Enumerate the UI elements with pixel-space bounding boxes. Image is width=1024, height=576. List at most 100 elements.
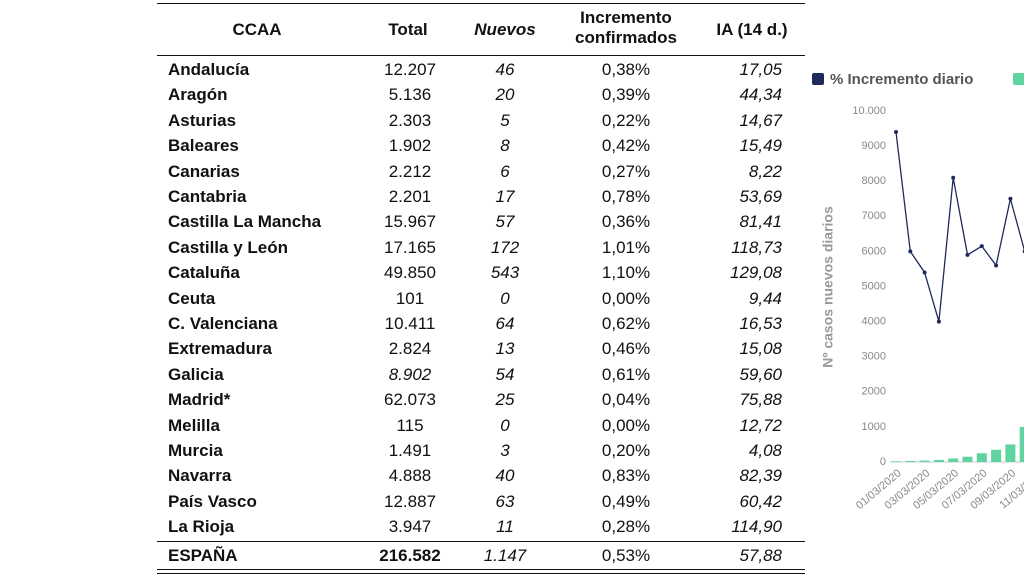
cell: 0,42% [601,136,651,156]
cell: 15,49 [739,136,782,156]
cell: 0,39% [601,85,651,105]
y-tick-label: 10.000 [852,105,886,117]
row-label: Asturias [168,110,237,130]
point [894,130,898,135]
row-label: Canarias [168,161,240,181]
cell: 1.491 [388,441,432,460]
rule [157,569,805,570]
cell: 8 [500,136,510,156]
cell: 3.947 [388,517,432,537]
column-header: IA (14 d.) [716,20,788,39]
cell: 4.888 [388,466,432,486]
cell: 2.212 [388,161,432,181]
cell: 3 [500,441,510,460]
cell: 0 [500,288,510,308]
cell: 16,53 [739,314,782,333]
cell: 12.207 [384,60,436,79]
cell: 17.165 [384,237,436,257]
cell: 46 [495,60,515,79]
cell: 2.824 [388,339,432,359]
cell: 101 [395,288,425,308]
cell: 5 [500,110,510,130]
point [994,263,999,268]
cell: 40 [495,466,515,486]
table: CCAA Total Nuevos Incremento confirmados IA … [157,3,805,574]
y-tick-label: 4000 [862,316,886,328]
cell: 15.967 [384,212,436,232]
y-axis-label: Nº casos nuevos diarios [820,206,836,368]
row-label: País Vasco [168,491,257,511]
cell: 14,67 [739,110,782,130]
row-label: Extremadura [168,339,272,359]
row-label: Navarra [168,466,232,486]
bar [1019,426,1024,462]
bar [991,449,1002,462]
column-header: Incremento confirmados [574,8,678,47]
cell: 8,22 [748,161,782,181]
row-label: La Rioja [168,517,235,537]
cell: 62.073 [384,390,436,410]
bar [891,461,901,462]
rule [157,55,805,56]
cell: 8.902 [388,364,432,384]
rule [157,541,805,542]
cell: 129,08 [730,263,782,283]
row-label: Castilla La Mancha [168,212,322,232]
cell: 118,73 [731,237,782,257]
cell: 216.582 [379,546,441,565]
cell: 0,22% [601,110,651,130]
cell: 13 [495,339,515,359]
y-tick-label: 3000 [862,351,886,363]
cell: 2.201 [388,187,432,206]
rule [157,573,805,574]
cell: 0,38% [601,60,651,79]
row-label: Cantabria [168,187,247,206]
cell: 0,61% [601,364,651,384]
cell: 5.136 [388,85,432,105]
y-tick-label: 1000 [862,421,886,433]
cell: 57 [495,212,515,232]
bar [948,458,959,462]
row-label: Andalucía [168,60,250,79]
column-header: Total [388,20,428,39]
cell: 49.850 [384,263,436,283]
cell: 0,28% [601,517,651,537]
bar [1005,444,1016,462]
legend-label: % Incremento diario [830,71,973,88]
y-tick-label: 7000 [862,210,886,222]
cell: 0 [500,415,510,435]
row-label: Melilla [168,415,220,435]
cell: 64 [495,314,515,333]
y-tick-label: 2000 [862,386,886,398]
cell: 63 [495,491,515,511]
cell: 0,78% [601,187,651,206]
row-label: C. Valenciana [168,314,278,333]
cell: 17,05 [739,60,782,79]
cell: 543 [490,263,520,283]
cell: 82,39 [739,466,782,486]
cell: 1.147 [483,546,527,565]
point [936,319,941,324]
y-tick-label: 9000 [862,140,886,152]
bar [905,460,916,462]
cell: 0,27% [601,161,651,181]
point [922,270,927,275]
cell: 11 [496,517,514,537]
cell: 114,90 [731,517,782,537]
row-label: Cataluña [168,263,240,283]
row-label: Madrid* [168,390,231,410]
cell: 0,49% [601,491,651,511]
cell: 10.411 [384,314,436,333]
cell: 53,69 [739,187,782,206]
cell: 20 [495,85,515,105]
cell: 6 [500,161,510,181]
cell: 0,53% [601,546,651,565]
cell: 15,08 [739,339,782,359]
point [979,244,984,249]
cell: 0,36% [601,212,651,232]
cell: 115 [396,415,424,435]
cell: 75,88 [739,390,782,410]
legend-swatch [1013,73,1024,85]
cell: 25 [495,390,515,410]
